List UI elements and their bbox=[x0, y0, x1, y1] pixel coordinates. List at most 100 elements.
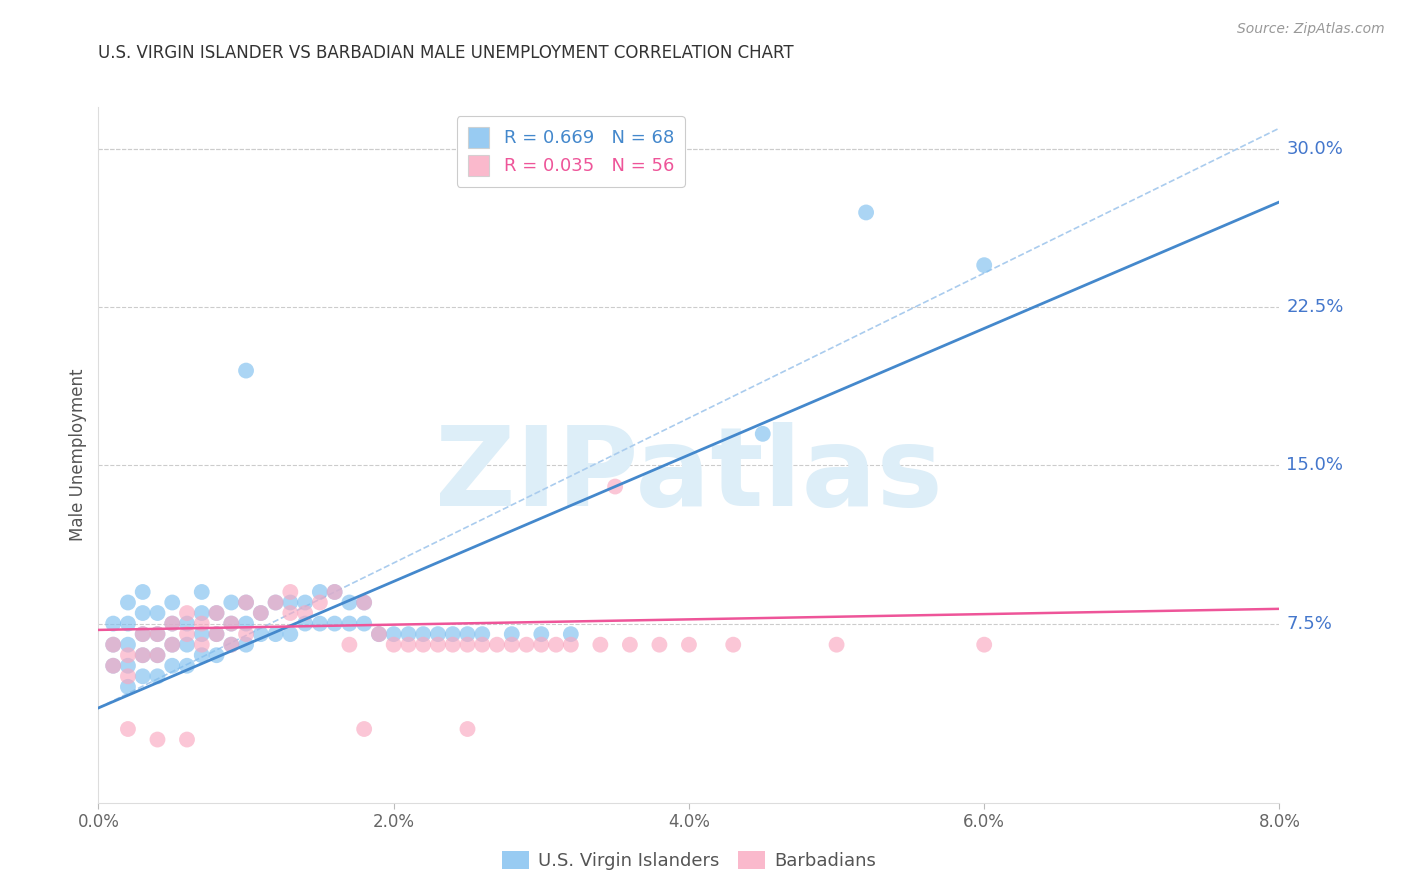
Point bbox=[176, 658, 198, 673]
Point bbox=[117, 638, 139, 652]
Point bbox=[973, 258, 995, 272]
Point bbox=[205, 648, 228, 663]
Point bbox=[235, 638, 257, 652]
Point bbox=[294, 606, 316, 620]
Point bbox=[235, 627, 257, 641]
Point bbox=[132, 648, 155, 663]
Point bbox=[132, 669, 155, 683]
Point bbox=[721, 638, 744, 652]
Point bbox=[235, 595, 257, 609]
Point bbox=[162, 595, 183, 609]
Point bbox=[264, 595, 287, 609]
Point bbox=[117, 658, 139, 673]
Point bbox=[441, 627, 464, 641]
Point bbox=[250, 606, 273, 620]
Point bbox=[117, 595, 139, 609]
Point bbox=[353, 616, 375, 631]
Point bbox=[471, 627, 494, 641]
Point bbox=[191, 606, 214, 620]
Point bbox=[471, 638, 494, 652]
Point bbox=[191, 616, 214, 631]
Point bbox=[544, 638, 567, 652]
Point bbox=[382, 627, 405, 641]
Point bbox=[219, 638, 242, 652]
Point bbox=[162, 638, 183, 652]
Point bbox=[278, 585, 301, 599]
Y-axis label: Male Unemployment: Male Unemployment bbox=[69, 368, 87, 541]
Text: 30.0%: 30.0% bbox=[1286, 140, 1343, 158]
Point bbox=[117, 722, 139, 736]
Point bbox=[412, 627, 434, 641]
Point bbox=[825, 638, 848, 652]
Text: 7.5%: 7.5% bbox=[1286, 615, 1333, 632]
Point bbox=[146, 627, 169, 641]
Point bbox=[441, 638, 464, 652]
Point bbox=[219, 638, 242, 652]
Point bbox=[323, 585, 346, 599]
Point bbox=[219, 616, 242, 631]
Point bbox=[103, 638, 124, 652]
Text: 22.5%: 22.5% bbox=[1286, 298, 1344, 317]
Point bbox=[235, 595, 257, 609]
Point bbox=[605, 479, 627, 493]
Point bbox=[132, 606, 155, 620]
Point bbox=[530, 638, 553, 652]
Point bbox=[117, 648, 139, 663]
Point bbox=[205, 606, 228, 620]
Point bbox=[205, 627, 228, 641]
Point bbox=[560, 627, 582, 641]
Point bbox=[103, 658, 124, 673]
Point bbox=[132, 627, 155, 641]
Point bbox=[396, 627, 419, 641]
Point bbox=[146, 648, 169, 663]
Point bbox=[146, 648, 169, 663]
Point bbox=[176, 616, 198, 631]
Point bbox=[308, 616, 332, 631]
Point bbox=[176, 627, 198, 641]
Point bbox=[264, 595, 287, 609]
Point bbox=[515, 638, 537, 652]
Point bbox=[337, 595, 360, 609]
Point bbox=[382, 638, 405, 652]
Point bbox=[485, 638, 508, 652]
Point bbox=[235, 616, 257, 631]
Point bbox=[678, 638, 700, 652]
Point bbox=[337, 616, 360, 631]
Point bbox=[191, 638, 214, 652]
Point bbox=[219, 595, 242, 609]
Point bbox=[162, 658, 183, 673]
Point bbox=[205, 606, 228, 620]
Point bbox=[278, 627, 301, 641]
Point bbox=[264, 627, 287, 641]
Point bbox=[146, 669, 169, 683]
Point bbox=[501, 627, 523, 641]
Point bbox=[426, 638, 449, 652]
Point bbox=[205, 627, 228, 641]
Point bbox=[353, 595, 375, 609]
Legend: U.S. Virgin Islanders, Barbadians: U.S. Virgin Islanders, Barbadians bbox=[495, 844, 883, 877]
Point bbox=[191, 585, 214, 599]
Point bbox=[456, 722, 478, 736]
Point bbox=[146, 732, 169, 747]
Point bbox=[501, 638, 523, 652]
Point bbox=[278, 606, 301, 620]
Point bbox=[367, 627, 389, 641]
Point bbox=[412, 638, 434, 652]
Point bbox=[456, 627, 478, 641]
Text: U.S. VIRGIN ISLANDER VS BARBADIAN MALE UNEMPLOYMENT CORRELATION CHART: U.S. VIRGIN ISLANDER VS BARBADIAN MALE U… bbox=[98, 45, 794, 62]
Point bbox=[132, 627, 155, 641]
Point bbox=[560, 638, 582, 652]
Point bbox=[530, 627, 553, 641]
Point bbox=[176, 638, 198, 652]
Point bbox=[132, 648, 155, 663]
Point bbox=[117, 680, 139, 694]
Point bbox=[191, 648, 214, 663]
Point bbox=[162, 616, 183, 631]
Point bbox=[648, 638, 671, 652]
Point bbox=[308, 585, 332, 599]
Point bbox=[323, 616, 346, 631]
Point bbox=[308, 595, 332, 609]
Text: 15.0%: 15.0% bbox=[1286, 457, 1344, 475]
Point bbox=[278, 595, 301, 609]
Point bbox=[250, 606, 273, 620]
